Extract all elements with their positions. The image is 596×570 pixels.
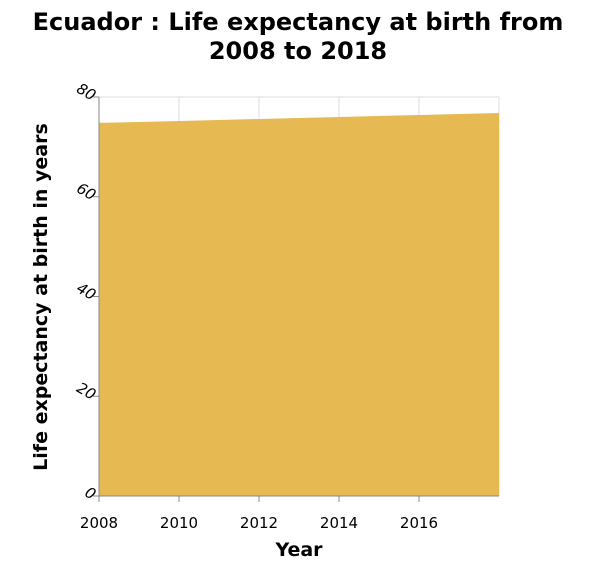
y-tick-label: 60 xyxy=(73,179,99,204)
x-tick-label: 2012 xyxy=(240,514,278,532)
y-tick-label: 0 xyxy=(82,483,99,503)
y-tick-label: 80 xyxy=(73,79,99,104)
chart-title-line-1: Ecuador : Life expectancy at birth from xyxy=(33,8,564,36)
y-tick-label: 40 xyxy=(73,279,99,304)
chart-title-line-2: 2008 to 2018 xyxy=(209,37,387,65)
x-axis-title: Year xyxy=(274,539,323,561)
y-axis-title: Life expectancy at birth in years xyxy=(30,123,52,471)
x-tick-label: 2016 xyxy=(400,514,438,532)
x-tick-label: 2014 xyxy=(320,514,358,532)
x-tick-label: 2008 xyxy=(80,514,118,532)
area-series-0 xyxy=(99,112,499,497)
x-tick-label: 2010 xyxy=(160,514,198,532)
y-tick-label: 20 xyxy=(73,379,99,404)
plot-area xyxy=(99,112,499,497)
